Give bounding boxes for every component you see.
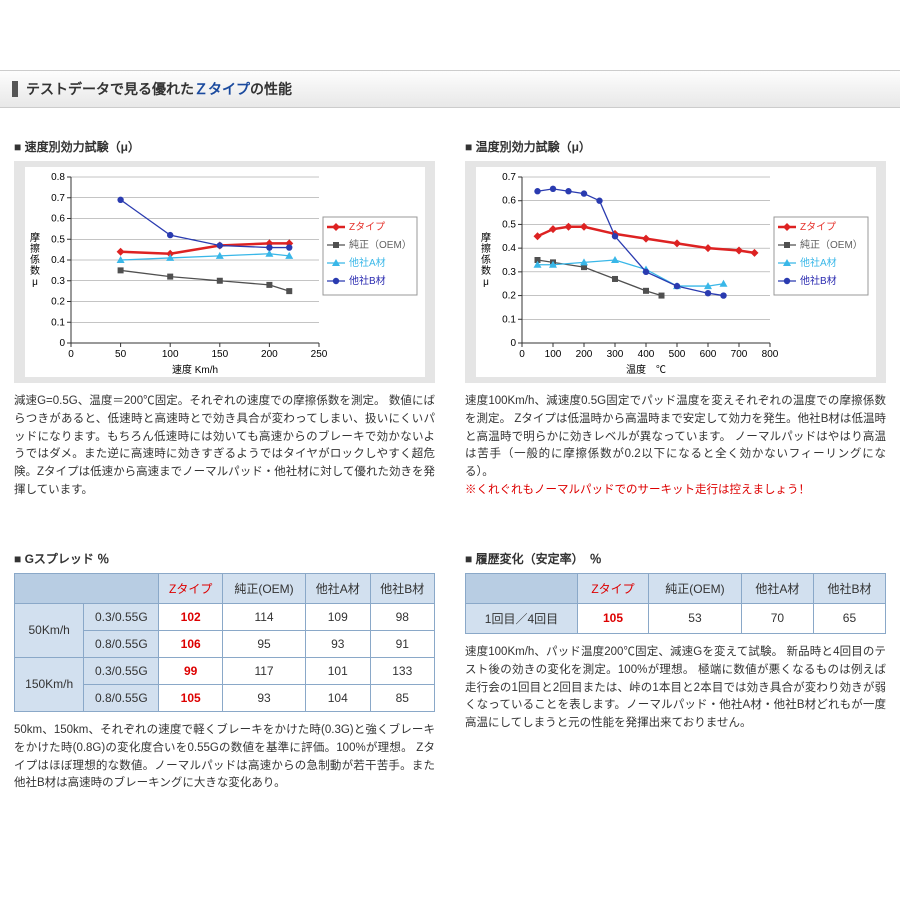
chart-speed: 0 50 100 150 200 250 0 0.1 0.2 0.3 0.4 0.5 0.6 0.7 0.8…: [25, 167, 425, 377]
svg-text:0.7: 0.7: [502, 172, 516, 183]
svg-text:μ: μ: [483, 277, 489, 288]
svg-text:200: 200: [261, 349, 278, 360]
chart-temp-note: ※くれぐれもノーマルパッドでのサーキット走行は控えましょう！: [465, 484, 810, 496]
chart-speed-title: 速度別効力試験（μ）: [14, 138, 435, 155]
chart-temp-wrap: 0 100 200 300 400 500 600 700 800 0 0.1 0.2 0.3 0.4 0.…: [465, 161, 886, 383]
svg-text:400: 400: [637, 349, 654, 360]
svg-text:摩: 摩: [30, 231, 40, 244]
svg-text:0.3: 0.3: [502, 267, 516, 278]
section-header: テストデータで見る優れたＺタイプの性能: [0, 70, 900, 108]
svg-text:摩: 摩: [481, 231, 491, 244]
svg-text:Zタイプ: Zタイプ: [349, 221, 385, 233]
col-speed: 速度別効力試験（μ） 05010015020025000.10.20.30.40…: [14, 128, 435, 500]
svg-text:0.1: 0.1: [502, 314, 516, 325]
svg-text:他社A材: 他社A材: [800, 256, 837, 269]
svg-text:温度 ℃: 温度 ℃: [626, 363, 666, 376]
svg-text:500: 500: [668, 349, 685, 360]
gspread-title: Gスプレッド ％: [14, 550, 435, 567]
history-table: Zタイプ純正(OEM)他社A材他社B材1回目／4回目105537065: [465, 573, 886, 634]
svg-text:0: 0: [68, 349, 74, 360]
svg-text:速度 Km/h: 速度 Km/h: [171, 363, 217, 376]
svg-text:他社B材: 他社B材: [349, 274, 386, 287]
svg-text:150: 150: [211, 349, 228, 360]
svg-text:0.6: 0.6: [502, 196, 516, 207]
chart-temp: 0 100 200 300 400 500 600 700 800 0 0.1 0.2 0.3 0.4 0.…: [476, 167, 876, 377]
svg-text:Zタイプ: Zタイプ: [800, 221, 836, 233]
svg-text:μ: μ: [32, 277, 38, 288]
col-gspread: Gスプレッド ％ Zタイプ純正(OEM)他社A材他社B材50Km/h0.3/0.…: [14, 540, 435, 793]
svg-text:0.2: 0.2: [51, 297, 65, 308]
svg-text:0: 0: [510, 338, 516, 349]
svg-text:0.7: 0.7: [51, 193, 65, 204]
svg-text:0.8: 0.8: [51, 172, 65, 183]
svg-text:他社A材: 他社A材: [349, 256, 386, 269]
chart-temp-desc-text: 速度100Km/h、減速度0.5G固定でパッド温度を変えそれぞれの温度での摩擦係…: [465, 395, 886, 478]
charts-row: 速度別効力試験（μ） 05010015020025000.10.20.30.40…: [0, 128, 900, 500]
svg-text:純正（OEM）: 純正（OEM）: [800, 238, 863, 251]
svg-text:0.3: 0.3: [51, 276, 65, 287]
svg-text:50: 50: [115, 349, 127, 360]
history-desc: 速度100Km/h、パッド温度200℃固定、減速Gを変えて試験。 新品時と4回目…: [465, 644, 886, 733]
svg-text:0.1: 0.1: [51, 317, 65, 328]
gspread-table: Zタイプ純正(OEM)他社A材他社B材50Km/h0.3/0.55G102114…: [14, 573, 435, 712]
tables-row: Gスプレッド ％ Zタイプ純正(OEM)他社A材他社B材50Km/h0.3/0.…: [0, 540, 900, 793]
svg-text:0.4: 0.4: [51, 255, 65, 266]
chart-speed-wrap: 0 50 100 150 200 250 0 0.1 0.2 0.3 0.4 0.5 0.6 0.7 0.8…: [14, 161, 435, 383]
svg-text:数: 数: [481, 264, 491, 277]
header-accent-bar: [12, 81, 18, 97]
svg-text:100: 100: [544, 349, 561, 360]
svg-text:800: 800: [761, 349, 778, 360]
svg-text:擦: 擦: [481, 242, 491, 255]
chart-temp-title: 温度別効力試験（μ）: [465, 138, 886, 155]
svg-text:0.5: 0.5: [502, 219, 516, 230]
svg-text:係: 係: [481, 254, 491, 266]
svg-text:600: 600: [699, 349, 716, 360]
svg-text:300: 300: [606, 349, 623, 360]
title-text-c: の性能: [250, 81, 292, 97]
svg-text:数: 数: [30, 264, 40, 277]
svg-text:0: 0: [519, 349, 525, 360]
history-title: 履歴変化（安定率） ％: [465, 550, 886, 567]
title-text-a: テストデータで見る優れた: [26, 81, 194, 97]
chart-speed-desc: 減速G=0.5G、温度＝200℃固定。それぞれの速度での摩擦係数を測定。 数値に…: [14, 393, 435, 500]
col-history: 履歴変化（安定率） ％ Zタイプ純正(OEM)他社A材他社B材1回目／4回目10…: [465, 540, 886, 793]
svg-text:0: 0: [59, 338, 65, 349]
svg-text:0.6: 0.6: [51, 214, 65, 225]
svg-text:純正（OEM）: 純正（OEM）: [349, 238, 412, 251]
svg-text:係: 係: [30, 254, 40, 266]
svg-text:擦: 擦: [30, 242, 40, 255]
svg-text:100: 100: [161, 349, 178, 360]
svg-text:200: 200: [575, 349, 592, 360]
chart-temp-desc: 速度100Km/h、減速度0.5G固定でパッド温度を変えそれぞれの温度での摩擦係…: [465, 393, 886, 500]
svg-text:他社B材: 他社B材: [800, 274, 837, 287]
svg-text:250: 250: [310, 349, 327, 360]
svg-text:0.2: 0.2: [502, 291, 516, 302]
svg-text:0.4: 0.4: [502, 243, 516, 254]
svg-text:700: 700: [730, 349, 747, 360]
gspread-desc: 50km、150km、それぞれの速度で軽くブレーキをかけた時(0.3G)と強くブ…: [14, 722, 435, 793]
title-text-emph: Ｚタイプ: [194, 81, 250, 97]
section-title: テストデータで見る優れたＺタイプの性能: [26, 79, 292, 99]
svg-text:0.5: 0.5: [51, 234, 65, 245]
col-temp: 温度別効力試験（μ） 0 100 200 300 400 500 600 700 800 0 0.1…: [465, 128, 886, 500]
